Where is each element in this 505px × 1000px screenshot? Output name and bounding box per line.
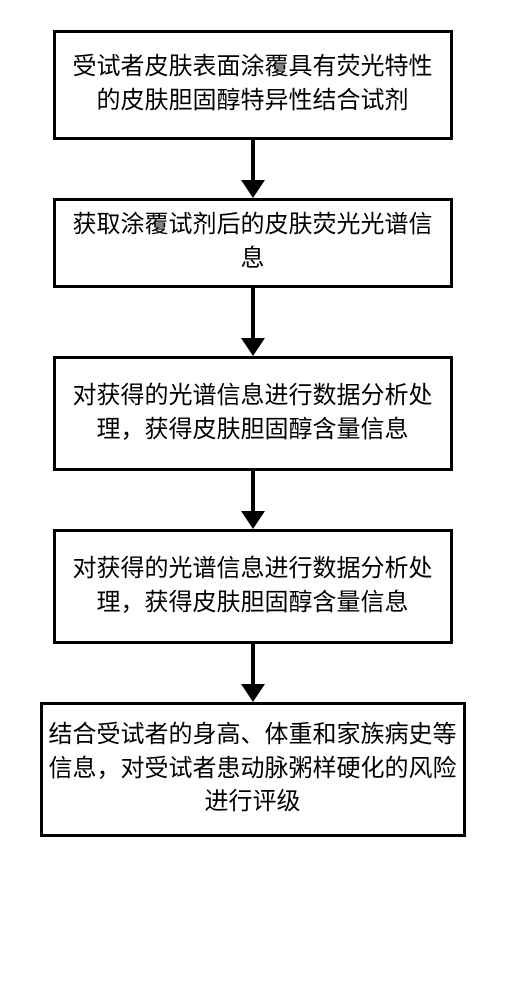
node-label: 对获得的光谱信息进行数据分析处理，获得皮肤胆固醇含量信息 — [56, 553, 450, 620]
flowchart-arrow — [241, 471, 265, 529]
arrow-head-icon — [241, 684, 265, 702]
flowchart-arrow — [241, 140, 265, 198]
arrow-head-icon — [241, 511, 265, 529]
flowchart-node-step5: 结合受试者的身高、体重和家族病史等信息，对受试者患动脉粥样硬化的风险进行评级 — [40, 702, 466, 837]
node-label: 受试者皮肤表面涂覆具有荧光特性的皮肤胆固醇特异性结合试剂 — [56, 51, 450, 118]
flowchart-arrow — [241, 288, 265, 356]
arrow-line — [251, 644, 255, 684]
arrow-line — [251, 288, 255, 338]
node-label: 对获得的光谱信息进行数据分析处理，获得皮肤胆固醇含量信息 — [56, 380, 450, 447]
flowchart-arrow — [241, 644, 265, 702]
flowchart-node-step3: 对获得的光谱信息进行数据分析处理，获得皮肤胆固醇含量信息 — [53, 356, 453, 471]
arrow-head-icon — [241, 338, 265, 356]
arrow-head-icon — [241, 180, 265, 198]
flowchart-node-step2: 获取涂覆试剂后的皮肤荧光光谱信息 — [53, 198, 453, 288]
node-label: 结合受试者的身高、体重和家族病史等信息，对受试者患动脉粥样硬化的风险进行评级 — [43, 719, 463, 820]
arrow-line — [251, 140, 255, 180]
flowchart-node-step1: 受试者皮肤表面涂覆具有荧光特性的皮肤胆固醇特异性结合试剂 — [53, 30, 453, 140]
arrow-line — [251, 471, 255, 511]
node-label: 获取涂覆试剂后的皮肤荧光光谱信息 — [56, 209, 450, 276]
flowchart-container: 受试者皮肤表面涂覆具有荧光特性的皮肤胆固醇特异性结合试剂获取涂覆试剂后的皮肤荧光… — [0, 0, 505, 837]
flowchart-node-step4: 对获得的光谱信息进行数据分析处理，获得皮肤胆固醇含量信息 — [53, 529, 453, 644]
